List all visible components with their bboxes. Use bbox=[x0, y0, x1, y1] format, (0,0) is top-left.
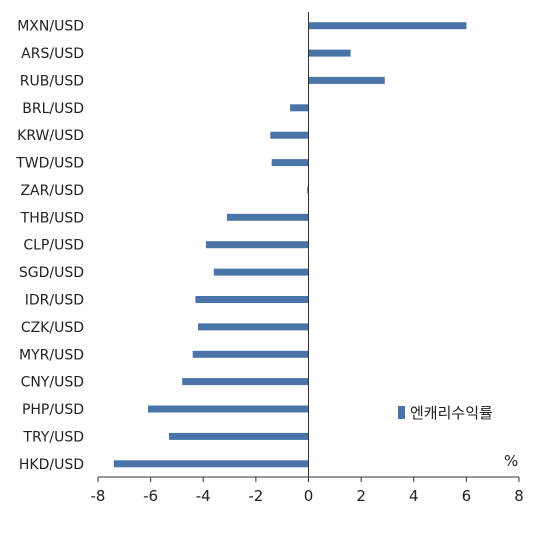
x-tick-label: 4 bbox=[409, 487, 419, 505]
x-tick-label: -4 bbox=[196, 487, 211, 505]
category-label: KRW/USD bbox=[17, 128, 84, 144]
category-label: BRL/USD bbox=[22, 101, 84, 117]
x-axis-ticks: -8 -6 -4 -2 0 2 4 6 8 bbox=[91, 477, 524, 505]
bar-zar-usd bbox=[307, 186, 309, 194]
category-label: CZK/USD bbox=[21, 320, 84, 336]
bar-brl-usd bbox=[290, 104, 309, 112]
unit-label: % bbox=[504, 452, 518, 470]
category-label: TWD/USD bbox=[15, 156, 84, 172]
category-label: ZAR/USD bbox=[20, 183, 84, 199]
bar-clp-usd bbox=[205, 241, 309, 249]
category-label: PHP/USD bbox=[22, 402, 84, 418]
bar-sgd-usd bbox=[213, 268, 309, 276]
bar-rub-usd bbox=[308, 76, 385, 84]
bar-myr-usd bbox=[192, 350, 309, 358]
bar-krw-usd bbox=[270, 131, 309, 139]
category-label: ARS/USD bbox=[21, 46, 84, 62]
x-tick-label: 0 bbox=[304, 487, 314, 505]
category-labels: MXN/USD ARS/USD RUB/USD BRL/USD KRW/USD TWD/U… bbox=[15, 19, 84, 473]
bar-mxn-usd bbox=[308, 22, 467, 30]
bar-try-usd bbox=[169, 432, 309, 440]
category-label: SGD/USD bbox=[19, 265, 84, 281]
legend-swatch bbox=[398, 406, 405, 419]
bar-twd-usd bbox=[271, 159, 309, 167]
bars-group bbox=[113, 22, 467, 468]
category-label: IDR/USD bbox=[25, 293, 84, 309]
x-tick-label: 8 bbox=[514, 487, 524, 505]
x-tick-label: -6 bbox=[143, 487, 158, 505]
category-label: MXN/USD bbox=[17, 19, 84, 35]
category-label: RUB/USD bbox=[20, 73, 84, 89]
x-tick-label: 6 bbox=[462, 487, 472, 505]
category-label: TRY/USD bbox=[22, 429, 84, 445]
x-tick-label: -2 bbox=[248, 487, 263, 505]
x-tick-label: 2 bbox=[356, 487, 366, 505]
bar-ars-usd bbox=[308, 49, 351, 57]
category-label: THB/USD bbox=[20, 210, 84, 226]
category-label: MYR/USD bbox=[19, 347, 84, 363]
legend-label: 엔캐리수익률 bbox=[410, 404, 493, 422]
bar-czk-usd bbox=[198, 323, 309, 331]
bar-thb-usd bbox=[226, 213, 309, 221]
category-label: HKD/USD bbox=[19, 457, 84, 473]
category-label: CNY/USD bbox=[21, 375, 84, 391]
legend: 엔캐리수익률 bbox=[398, 404, 493, 422]
category-label: CLP/USD bbox=[23, 238, 84, 254]
bar-php-usd bbox=[148, 405, 309, 413]
bar-hkd-usd bbox=[113, 460, 309, 468]
bar-cny-usd bbox=[182, 378, 309, 386]
x-tick-label: -8 bbox=[91, 487, 106, 505]
bar-idr-usd bbox=[195, 296, 309, 303]
